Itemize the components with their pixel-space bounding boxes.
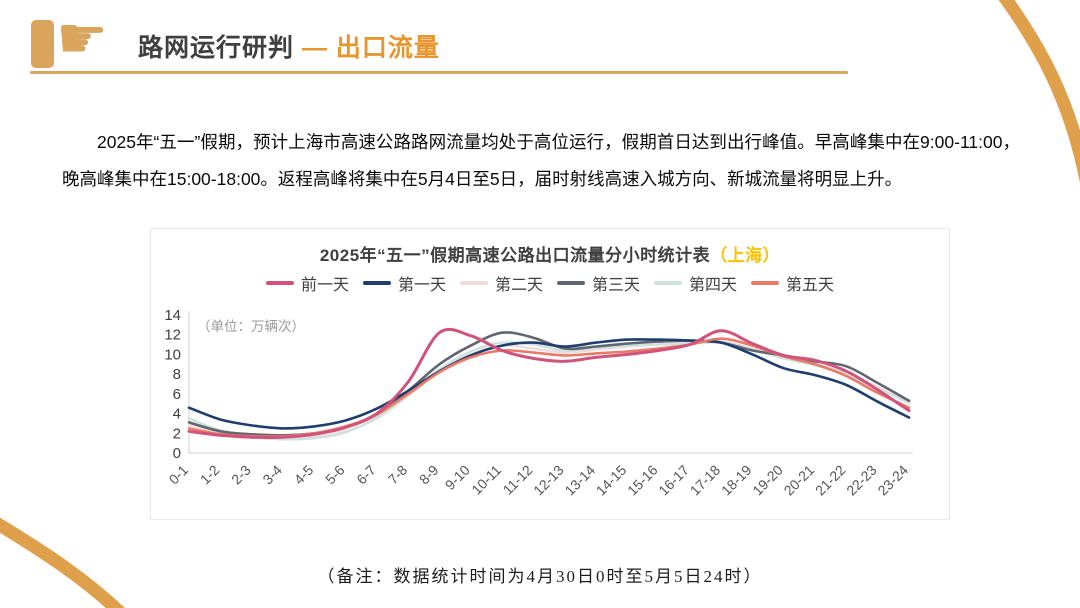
x-tick-label: 4-5 xyxy=(291,462,317,488)
y-tick-label: 10 xyxy=(164,346,181,363)
line-chart: 0 2 4 6 8 10 12 14 （单位：万辆次） 0-1 1-2 2-3 3-4 4-5 5-6 6-7… xyxy=(164,307,913,499)
x-tick-label: 19-20 xyxy=(749,462,786,499)
x-tick-label: 1-2 xyxy=(197,462,223,488)
chart-title: 2025年“五一”假期高速公路出口流量分小时统计表（上海） xyxy=(151,241,949,266)
y-tick-label: 12 xyxy=(164,327,181,344)
x-tick-label: 7-8 xyxy=(385,462,411,488)
y-tick-label: 8 xyxy=(173,366,181,383)
x-tick-label: 17-18 xyxy=(687,462,724,499)
legend-swatch xyxy=(459,281,488,285)
legend-swatch xyxy=(265,281,294,285)
legend-swatch xyxy=(557,281,585,285)
legend-item: 第二天 xyxy=(459,271,543,295)
x-tick-label: 18-19 xyxy=(718,462,755,499)
x-tick-label: 21-22 xyxy=(812,462,849,499)
legend-label: 第五天 xyxy=(786,277,835,294)
legend-item: 第一天 xyxy=(362,271,446,295)
legend-label: 第二天 xyxy=(494,277,543,294)
page-title-accent: 出口流量 xyxy=(335,34,440,62)
footnote: （备注：数据统计时间为4月30日0时至5月5日24时） xyxy=(317,567,763,586)
chart-title-main: 2025年“五一”假期高速公路出口流量分小时统计表 xyxy=(319,246,711,265)
series-line-1 xyxy=(187,327,911,440)
series-line-3 xyxy=(187,340,911,441)
x-tick-label: 9-10 xyxy=(442,462,473,493)
series-line-5 xyxy=(187,341,911,441)
x-tick-label: 8-9 xyxy=(416,462,442,488)
series-line-6 xyxy=(187,337,911,438)
legend-swatch xyxy=(654,281,683,285)
legend-swatch xyxy=(362,281,391,285)
x-tick-label: 5-6 xyxy=(322,462,348,488)
x-tick-label: 16-17 xyxy=(655,462,692,499)
pointing-hand-icon: ☛ xyxy=(56,6,108,71)
chart-card: 2025年“五一”假期高速公路出口流量分小时统计表（上海） 前一天 第一天 第二天 第… xyxy=(150,228,950,520)
legend-item: 第五天 xyxy=(751,271,834,295)
y-tick-label: 14 xyxy=(164,307,181,324)
x-tick-label: 23-24 xyxy=(874,462,911,499)
intro-paragraph: 2025年“五一”假期，预计上海市高速公路路网流量均处于高位运行，假期首日达到出… xyxy=(62,131,1020,189)
page-title: 路网运行研判 — 出口流量 xyxy=(138,28,440,64)
series-line-2 xyxy=(187,338,911,430)
legend-item: 第三天 xyxy=(557,271,640,295)
x-tick-label: 20-21 xyxy=(781,462,818,499)
title-underline xyxy=(30,71,848,74)
x-tick-label: 15-16 xyxy=(624,462,661,499)
x-tick-label: 3-4 xyxy=(259,462,285,488)
legend-label: 第一天 xyxy=(397,277,446,294)
x-tick-label: 6-7 xyxy=(353,462,379,488)
hand-cuff-shape xyxy=(31,20,54,68)
legend-swatch xyxy=(751,281,780,285)
x-tick-label: 12-13 xyxy=(530,462,567,499)
y-tick-label: 2 xyxy=(173,425,181,442)
unit-label: （单位：万辆次） xyxy=(197,319,305,334)
legend-label: 第四天 xyxy=(689,277,738,294)
y-tick-label: 0 xyxy=(173,445,181,462)
y-tick-label: 6 xyxy=(173,386,181,403)
x-tick-label: 2-3 xyxy=(228,462,254,488)
x-tick-label: 14-15 xyxy=(593,462,630,499)
chart-title-accent: （上海） xyxy=(710,246,781,265)
page-title-separator: — xyxy=(301,34,328,62)
y-tick-label: 4 xyxy=(173,406,181,423)
x-tick-label: 10-11 xyxy=(468,462,504,498)
x-tick-label: 11-12 xyxy=(500,462,536,498)
legend-label: 前一天 xyxy=(300,277,349,294)
legend-item: 第四天 xyxy=(654,271,737,295)
x-tick-label: 13-14 xyxy=(561,462,598,499)
legend-label: 第三天 xyxy=(592,277,641,294)
chart-legend: 前一天 第一天 第二天 第三天 第四天 第五天 xyxy=(151,271,949,295)
x-tick-label: 0-1 xyxy=(165,462,191,488)
page-title-main: 路网运行研判 xyxy=(138,34,295,62)
legend-item: 前一天 xyxy=(265,271,349,295)
x-tick-label: 22-23 xyxy=(843,462,880,499)
